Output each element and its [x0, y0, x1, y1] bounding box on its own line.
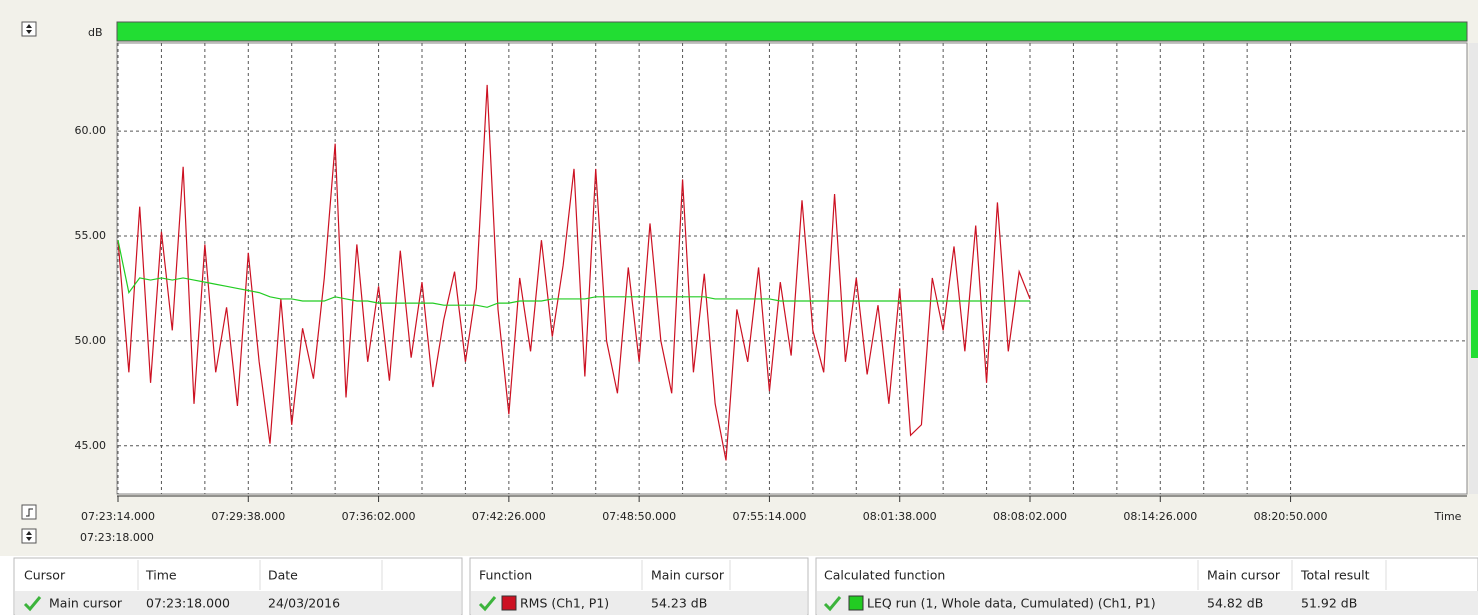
- header: Calculated function: [824, 568, 945, 583]
- header: Date: [268, 568, 298, 583]
- header: Main cursor: [1207, 568, 1281, 583]
- cell: 54.82 dB: [1207, 596, 1263, 611]
- cell: 24/03/2016: [268, 596, 340, 611]
- cursor-time: 07:23:18.000: [80, 531, 154, 544]
- x-tick-label: 07:42:26.000: [472, 510, 546, 523]
- y-zoom-button[interactable]: [21, 21, 37, 37]
- header: Total result: [1300, 568, 1370, 583]
- x-tick-label: 08:14:26.000: [1123, 510, 1197, 523]
- x-tick-label: 08:01:38.000: [863, 510, 937, 523]
- y-axis-label: dB: [88, 26, 103, 39]
- row-bg: [817, 591, 1478, 615]
- scroll-thumb[interactable]: [1471, 290, 1478, 358]
- x-tick-label: 07:36:02.000: [342, 510, 416, 523]
- cell: 51.92 dB: [1301, 596, 1357, 611]
- check-icon[interactable]: [478, 596, 497, 612]
- series-line: [117, 240, 1030, 308]
- cell: 54.23 dB: [651, 596, 707, 611]
- function-name: LEQ run (1, Whole data, Cumulated) (Ch1,…: [867, 596, 1156, 611]
- updown-icon: [26, 531, 32, 541]
- x-tick-label: 07:29:38.000: [211, 510, 285, 523]
- row-bg: [15, 591, 461, 615]
- y-tick-label: 55.00: [75, 229, 107, 242]
- check-icon[interactable]: [823, 596, 842, 612]
- x-zoom-button[interactable]: [21, 528, 37, 544]
- color-swatch: [501, 595, 517, 611]
- header: Function: [479, 568, 532, 583]
- cell: Main cursor: [49, 596, 123, 611]
- x-axis-label: Time: [1434, 510, 1462, 523]
- check-icon[interactable]: [23, 596, 42, 612]
- cursor-icon: [26, 508, 33, 517]
- updown-icon: [26, 24, 32, 34]
- calc-panel: Calculated function Main cursor Total re…: [815, 557, 1478, 615]
- x-tick-label: 07:48:50.000: [602, 510, 676, 523]
- header: Cursor: [24, 568, 66, 583]
- range-bar[interactable]: [116, 21, 1468, 42]
- cursor-panel: Cursor Time Date Main cursor 07:23:18.00…: [13, 557, 463, 615]
- row-bg: [471, 591, 807, 615]
- x-tick-label: 08:08:02.000: [993, 510, 1067, 523]
- y-tick-label: 60.00: [75, 124, 107, 137]
- series-line: [117, 84, 1031, 461]
- color-swatch: [848, 595, 864, 611]
- y-tick-label: 50.00: [75, 334, 107, 347]
- header: Time: [145, 568, 177, 583]
- x-tick-label: 07:55:14.000: [732, 510, 806, 523]
- function-name: RMS (Ch1, P1): [520, 596, 609, 611]
- scrollbar[interactable]: [1469, 43, 1478, 494]
- x-tick-label: 08:20:50.000: [1254, 510, 1328, 523]
- header: Main cursor: [651, 568, 725, 583]
- cell: 07:23:18.000: [146, 596, 230, 611]
- x-tick-label: 07:23:14.000: [81, 510, 155, 523]
- plot-area: [116, 42, 1468, 495]
- y-tick-label: 45.00: [75, 439, 107, 452]
- function-panel: Function Main cursor RMS (Ch1, P1) 54.23…: [469, 557, 809, 615]
